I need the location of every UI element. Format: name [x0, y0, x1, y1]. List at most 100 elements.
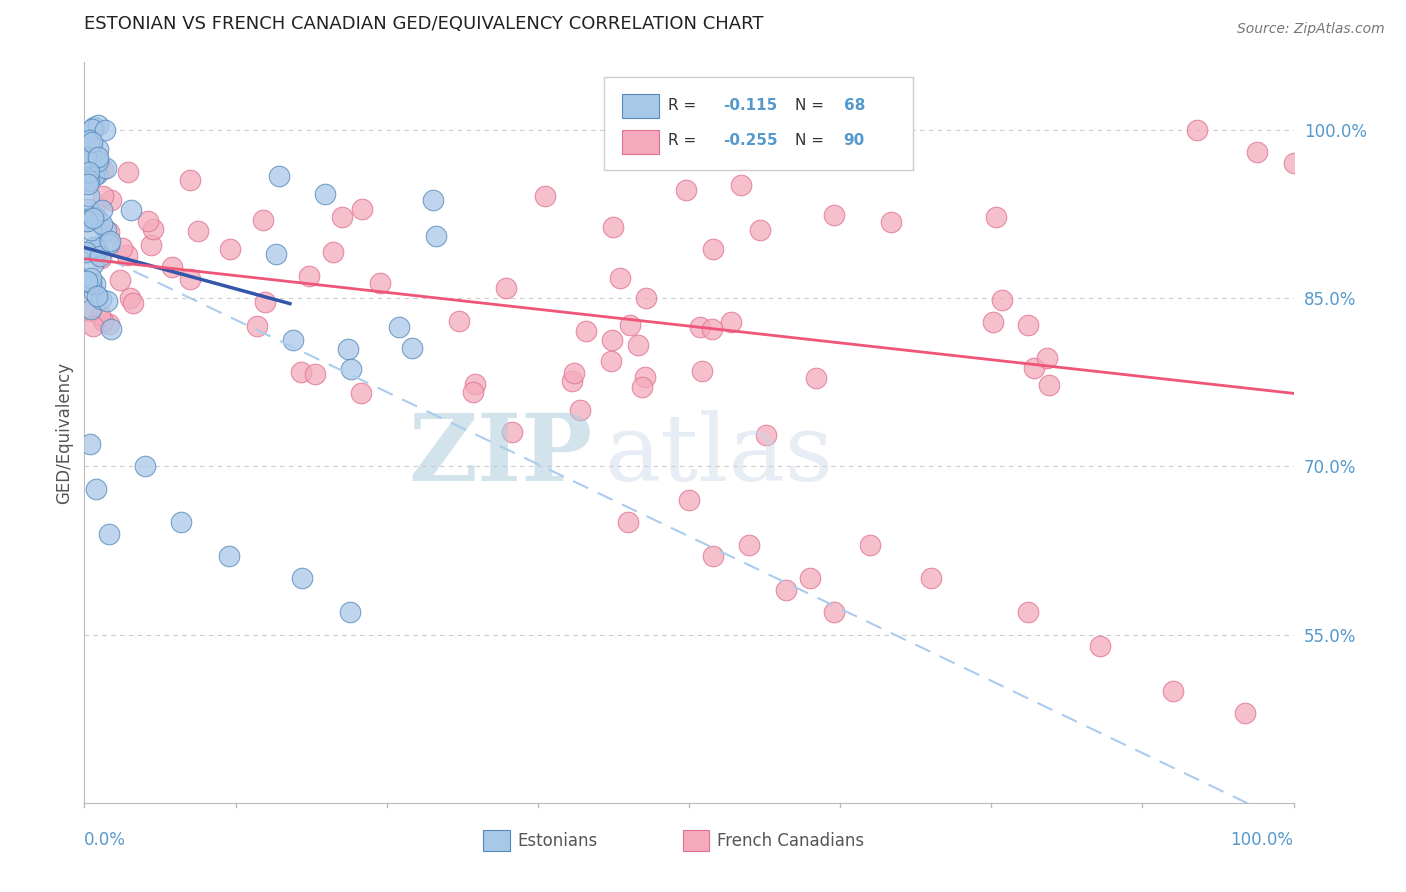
- Point: [76, 172, 98, 186]
- Point: [83, 169, 105, 184]
- Point: [700, 321, 723, 335]
- Point: [461, 384, 484, 399]
- Point: [170, 516, 193, 530]
- Point: [89, 250, 111, 264]
- Point: [86, 482, 108, 496]
- Point: [179, 272, 201, 286]
- Point: [1282, 156, 1305, 170]
- Point: [87, 244, 110, 258]
- Point: [79, 171, 101, 186]
- Text: 90: 90: [844, 134, 865, 148]
- Point: [1017, 318, 1039, 333]
- Point: [120, 202, 142, 217]
- Point: [495, 281, 517, 295]
- Point: [97, 317, 120, 331]
- Point: [87, 142, 110, 156]
- Point: [80, 223, 103, 237]
- Point: [748, 223, 770, 237]
- Point: [141, 238, 163, 252]
- Point: [86, 167, 108, 181]
- Point: [920, 571, 942, 585]
- Point: [90, 251, 112, 265]
- Point: [634, 291, 657, 305]
- Point: [90, 217, 112, 231]
- Point: [98, 234, 121, 248]
- Point: [1185, 122, 1208, 136]
- Point: [600, 354, 623, 368]
- Point: [84, 244, 107, 258]
- Point: [449, 314, 471, 328]
- Text: ESTONIAN VS FRENCH CANADIAN GED/EQUIVALENCY CORRELATION CHART: ESTONIAN VS FRENCH CANADIAN GED/EQUIVALE…: [84, 15, 763, 33]
- Point: [690, 364, 713, 378]
- Point: [534, 188, 557, 202]
- Point: [252, 212, 274, 227]
- Point: [1038, 377, 1060, 392]
- Point: [388, 320, 411, 334]
- Point: [290, 365, 312, 379]
- Point: [91, 314, 114, 328]
- Point: [79, 437, 101, 451]
- Text: N =: N =: [796, 134, 830, 148]
- Point: [79, 189, 101, 203]
- Point: [219, 242, 242, 256]
- Point: [160, 260, 183, 274]
- Point: [94, 161, 117, 175]
- Bar: [623, 95, 659, 118]
- Point: [617, 516, 640, 530]
- Point: [1088, 639, 1111, 653]
- Point: [77, 150, 100, 164]
- Point: [93, 162, 115, 177]
- Point: [775, 582, 797, 597]
- Point: [84, 210, 107, 224]
- Point: [134, 459, 156, 474]
- Point: [422, 193, 444, 207]
- Point: [574, 324, 596, 338]
- Point: [314, 186, 336, 201]
- Point: [569, 402, 592, 417]
- Point: [609, 271, 631, 285]
- Point: [90, 292, 112, 306]
- Point: [322, 245, 344, 260]
- Point: [983, 315, 1005, 329]
- Point: [96, 294, 118, 309]
- Point: [82, 140, 104, 154]
- Point: [187, 224, 209, 238]
- Point: [464, 376, 486, 391]
- Point: [330, 211, 353, 225]
- Point: [83, 240, 105, 254]
- Point: [702, 242, 724, 256]
- Point: [97, 526, 120, 541]
- Point: [738, 538, 761, 552]
- Point: [80, 135, 103, 149]
- Point: [218, 549, 240, 563]
- Point: [97, 236, 120, 251]
- Point: [86, 118, 108, 132]
- Point: [75, 244, 97, 259]
- Point: [84, 277, 107, 292]
- Point: [991, 293, 1014, 308]
- Point: [75, 214, 97, 228]
- Point: [96, 223, 118, 237]
- Point: [75, 212, 97, 227]
- Point: [806, 371, 828, 385]
- Point: [110, 273, 132, 287]
- Point: [340, 362, 363, 376]
- Point: [83, 285, 105, 299]
- Point: [720, 315, 742, 329]
- Text: 68: 68: [844, 98, 865, 113]
- Point: [859, 538, 882, 552]
- Point: [799, 571, 821, 585]
- Y-axis label: GED/Equivalency: GED/Equivalency: [55, 361, 73, 504]
- Point: [77, 202, 100, 217]
- Point: [1246, 145, 1268, 160]
- Point: [730, 178, 752, 193]
- Point: [368, 276, 391, 290]
- Text: French Canadians: French Canadians: [717, 832, 863, 850]
- Point: [349, 386, 371, 401]
- Text: 100.0%: 100.0%: [1230, 830, 1294, 849]
- Point: [1024, 360, 1046, 375]
- Point: [76, 177, 98, 191]
- Point: [84, 210, 107, 224]
- Point: [627, 338, 650, 352]
- Point: [602, 220, 624, 235]
